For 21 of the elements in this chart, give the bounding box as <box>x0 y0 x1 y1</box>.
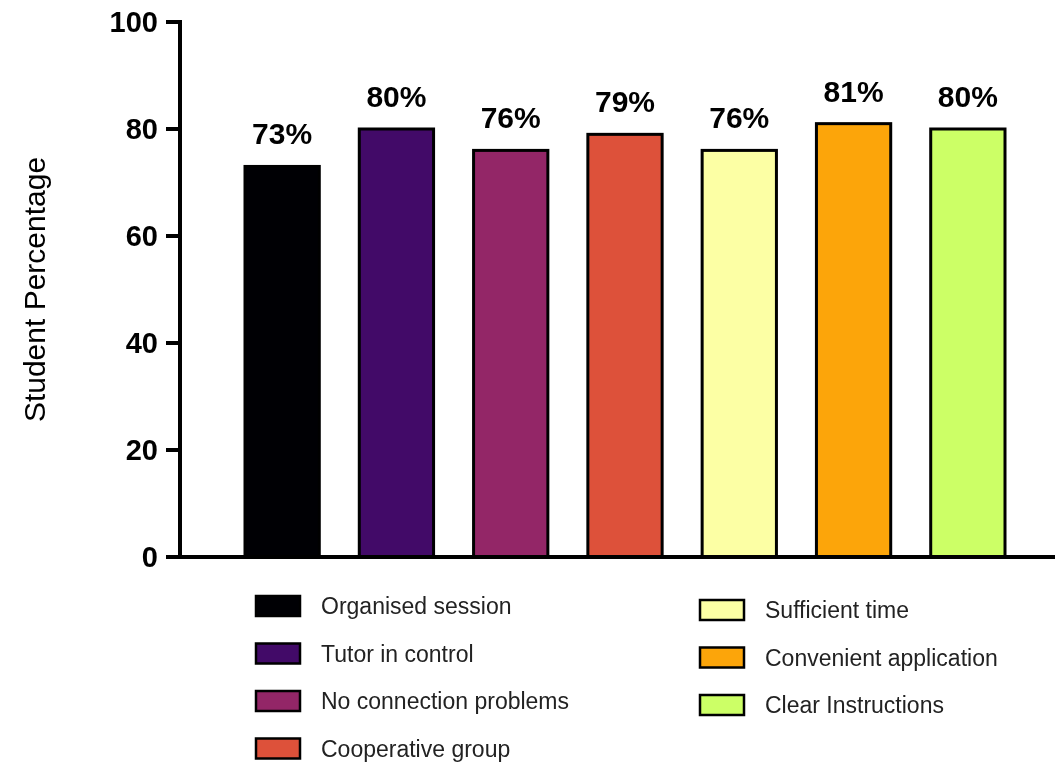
legend-label: Clear Instructions <box>765 692 944 719</box>
legend-label: Sufficient time <box>765 597 910 624</box>
y-tick-label: 60 <box>125 220 158 253</box>
y-tick-label: 100 <box>109 6 158 39</box>
data-label: 80% <box>937 80 998 113</box>
data-label: 73% <box>252 117 313 151</box>
data-label: 80% <box>366 80 427 113</box>
y-tick-label: 20 <box>125 434 158 467</box>
y-tick-label: 40 <box>125 327 158 360</box>
y-tick-label: 0 <box>141 541 158 574</box>
legend-label: Convenient application <box>765 644 998 671</box>
legend-label: Tutor in control <box>321 640 474 667</box>
data-label: 81% <box>823 74 884 108</box>
data-label: 76% <box>709 101 770 135</box>
y-axis-title: Student Percentage <box>18 156 51 423</box>
data-label: 79% <box>594 85 656 119</box>
legend-label: No connection problems <box>321 688 570 715</box>
y-tick-label: 80 <box>125 113 158 146</box>
data-label: 76% <box>480 101 541 135</box>
legend-label: Organised session <box>321 593 512 620</box>
legend-label: Cooperative group <box>321 735 511 762</box>
